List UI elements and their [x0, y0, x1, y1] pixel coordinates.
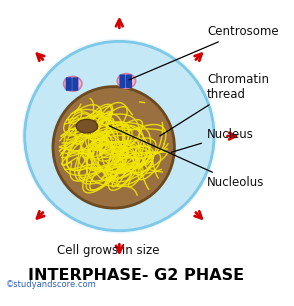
Text: Chromatin
thread: Chromatin thread	[160, 73, 269, 136]
Text: Nucleolus: Nucleolus	[109, 126, 264, 189]
Ellipse shape	[76, 119, 97, 133]
Text: Centrosome: Centrosome	[129, 25, 278, 80]
Circle shape	[25, 41, 214, 231]
FancyBboxPatch shape	[119, 74, 126, 88]
FancyBboxPatch shape	[126, 74, 132, 88]
Text: Nucleus: Nucleus	[171, 128, 254, 152]
Circle shape	[53, 87, 174, 208]
FancyBboxPatch shape	[72, 77, 78, 91]
Text: Cell grows in size: Cell grows in size	[57, 244, 159, 257]
FancyBboxPatch shape	[66, 77, 72, 91]
Ellipse shape	[64, 76, 82, 91]
Text: ©studyandscore.com: ©studyandscore.com	[6, 280, 97, 289]
Text: INTERPHASE- G2 PHASE: INTERPHASE- G2 PHASE	[28, 267, 244, 282]
Circle shape	[23, 40, 216, 232]
Circle shape	[22, 39, 217, 233]
Ellipse shape	[117, 74, 136, 88]
